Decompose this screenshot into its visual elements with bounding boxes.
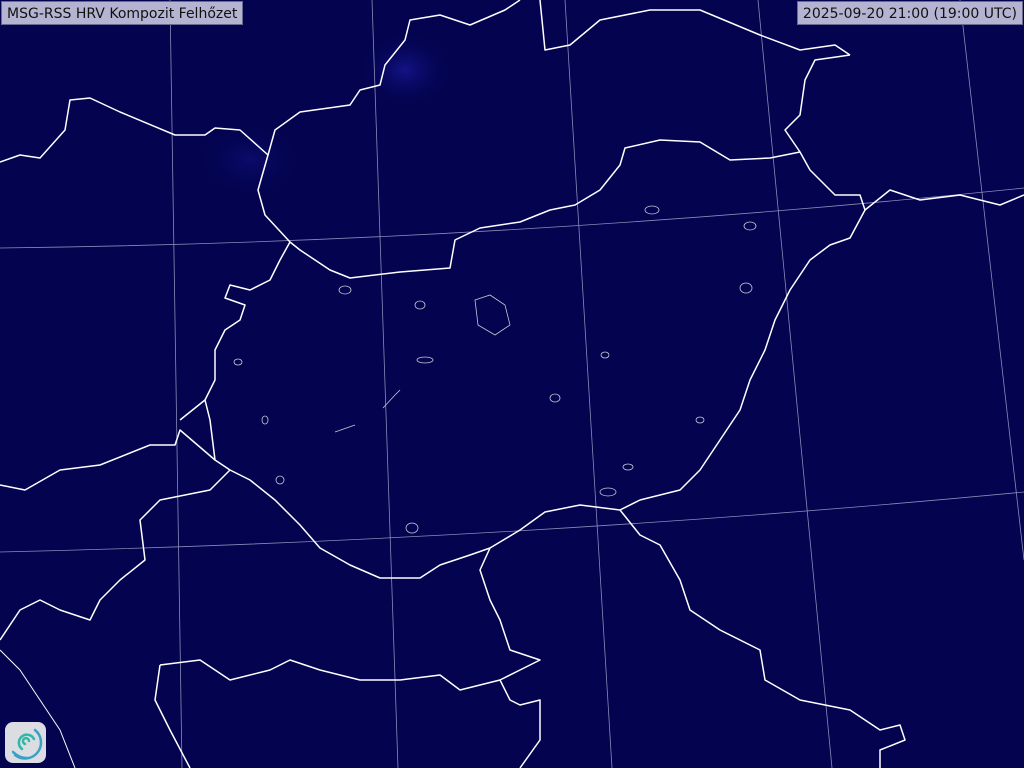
product-title: MSG-RSS HRV Kompozit Felhőzet bbox=[1, 1, 244, 25]
timestamp-label: 2025-09-20 21:00 (19:00 UTC) bbox=[796, 1, 1023, 25]
lakes bbox=[233, 205, 757, 534]
swirl-logo-icon bbox=[5, 722, 46, 763]
hungary-border bbox=[204, 139, 866, 579]
